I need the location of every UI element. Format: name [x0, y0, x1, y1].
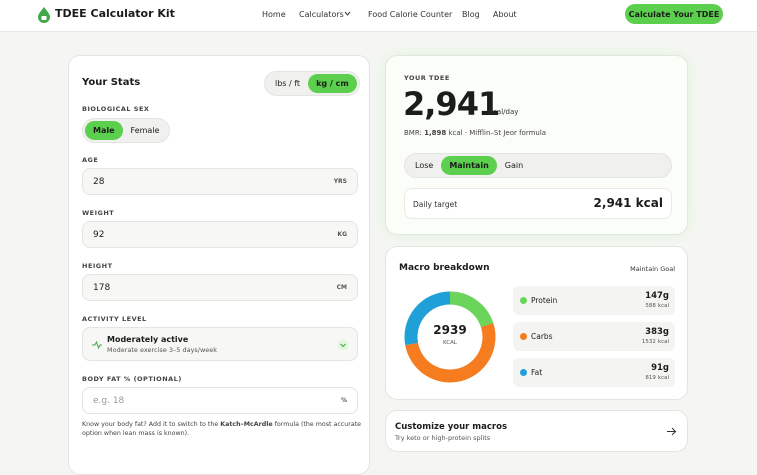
arrow-icon — [667, 427, 677, 436]
nav-link[interactable]: About — [493, 10, 517, 19]
goal-toggle: Lose Maintain Gain — [404, 153, 672, 178]
card-title: Customize your macros — [395, 422, 507, 432]
stats-card: Your Stats lbs / ft kg / cm BIOLOGICAL S… — [68, 55, 370, 475]
input-unit: KG — [337, 231, 347, 238]
input-unit: % — [340, 397, 347, 404]
macro-row: Protein 147g 588 kcal — [513, 286, 675, 315]
kcal-unit: kcal — [657, 303, 669, 309]
macro-kcal: 819 kcal — [645, 375, 669, 381]
input-value: 28 — [93, 176, 105, 187]
macro-dot — [520, 297, 527, 304]
macro-grams: 383g — [645, 327, 669, 337]
macro-dot — [520, 369, 527, 376]
input[interactable]: 178 CM — [82, 274, 358, 301]
input[interactable]: 28 YRS — [82, 168, 358, 195]
macro-kcal: 1532 kcal — [642, 339, 669, 345]
customize-card[interactable]: Customize your macros Try keto or high-p… — [385, 410, 688, 452]
input-unit: CM — [336, 284, 347, 291]
macro-name: Protein — [531, 296, 558, 305]
toggle-option[interactable]: Lose — [415, 161, 434, 170]
tdee-value: 2,941 — [403, 85, 500, 123]
field-label: HEIGHT — [82, 262, 113, 270]
kcal-unit: kcal — [657, 339, 669, 345]
input-value: 92 — [93, 229, 105, 240]
donut-segment — [404, 291, 451, 346]
header: TDEE Calculator Kit Home Calculators Foo… — [0, 0, 757, 32]
toggle-option[interactable]: kg / cm — [308, 74, 357, 93]
kcal-unit: kcal — [657, 375, 669, 381]
help-text: Know your body fat? Add it to switch to … — [82, 420, 362, 438]
nav-link[interactable]: Food Calorie Counter — [368, 10, 453, 19]
sex-toggle: Male Female — [82, 118, 171, 143]
macro-grams: 91g — [651, 363, 669, 373]
toggle-option[interactable]: lbs / ft — [275, 79, 301, 88]
macro-grams: 147g — [645, 291, 669, 301]
macro-card: Macro breakdown Maintain Goal 2939 KCAL … — [385, 246, 688, 400]
macro-name: Fat — [531, 368, 543, 377]
field-label: WEIGHT — [82, 209, 115, 217]
macro-row: Fat 91g 819 kcal — [513, 358, 675, 387]
bmr-value: 1,898 — [424, 129, 447, 137]
input[interactable]: 92 KG — [82, 221, 358, 248]
toggle-option[interactable]: Gain — [504, 161, 524, 170]
tdee-label: YOUR TDEE — [404, 74, 450, 82]
tdee-unit: kcal/day — [489, 108, 519, 116]
activity-name: Moderately active — [107, 335, 189, 344]
chevron — [337, 339, 349, 351]
chevron — [344, 11, 351, 16]
kcal-value: 819 — [645, 375, 656, 381]
bmr: BMR: 1,898 kcal · Mifflin–St Jeor formul… — [404, 129, 546, 137]
unit-toggle: lbs / ft kg / cm — [264, 71, 360, 96]
help: Know your body fat? Add it to switch to … — [82, 421, 221, 428]
target-value: 2,941 kcal — [593, 196, 663, 210]
field-label: AGE — [82, 156, 99, 164]
goal-label: Maintain Goal — [630, 265, 675, 273]
nav-link[interactable]: Blog — [462, 10, 480, 19]
field-label: BIOLOGICAL SEX — [82, 105, 150, 113]
macro-name: Carbs — [531, 332, 553, 341]
macro-dot — [520, 333, 527, 340]
card-title: Macro breakdown — [399, 263, 490, 273]
cta-button[interactable]: Calculate Your TDEE — [625, 4, 723, 24]
donut-segment — [449, 291, 494, 328]
card-title: Your Stats — [82, 77, 141, 88]
total-kcal: 2939 — [433, 323, 467, 337]
activity-desc: Moderate exercise 3–5 days/week — [107, 346, 218, 354]
total-unit: KCAL — [443, 340, 457, 346]
nav-link[interactable]: Calculators — [299, 10, 344, 19]
tdee-card: YOUR TDEE 2,941 kcal/day BMR: 1,898 kcal… — [385, 55, 688, 235]
nav-link[interactable]: Home — [262, 10, 286, 19]
pulse-icon — [92, 341, 102, 349]
kcal-value: 1532 — [641, 339, 656, 345]
card-subtitle: Try keto or high-protein splits — [395, 434, 491, 442]
placeholder: e.g. 18 — [93, 395, 125, 406]
kcal-value: 588 — [645, 303, 656, 309]
input-unit: YRS — [333, 178, 347, 185]
logo[interactable]: TDEE Calculator Kit — [55, 7, 175, 20]
donut-chart — [404, 291, 496, 383]
target-label: Daily target — [413, 200, 458, 209]
toggle-option[interactable]: Male — [85, 121, 123, 140]
field-label: BODY FAT % (OPTIONAL) — [82, 375, 182, 383]
bmr-text: BMR: — [404, 129, 425, 137]
target-box: Daily target 2,941 kcal — [404, 188, 672, 219]
toggle-option[interactable]: Female — [130, 126, 160, 135]
macro-kcal: 588 kcal — [645, 303, 669, 309]
logo-icon — [38, 7, 50, 23]
macro-row: Carbs 383g 1532 kcal — [513, 322, 675, 351]
help-bold: Katch–McArdle — [220, 421, 273, 428]
input-value: 178 — [93, 282, 111, 293]
field-label: ACTIVITY LEVEL — [82, 315, 147, 323]
input[interactable]: e.g. 18% — [82, 387, 358, 414]
toggle-option[interactable]: Maintain — [441, 156, 497, 175]
donut-segment — [405, 322, 496, 383]
activity-select[interactable]: Moderately active Moderate exercise 3–5 … — [82, 327, 358, 361]
bmr-text: kcal · Mifflin–St Jeor formula — [446, 129, 547, 137]
help: formula (the most accurate option when l… — [82, 421, 362, 437]
